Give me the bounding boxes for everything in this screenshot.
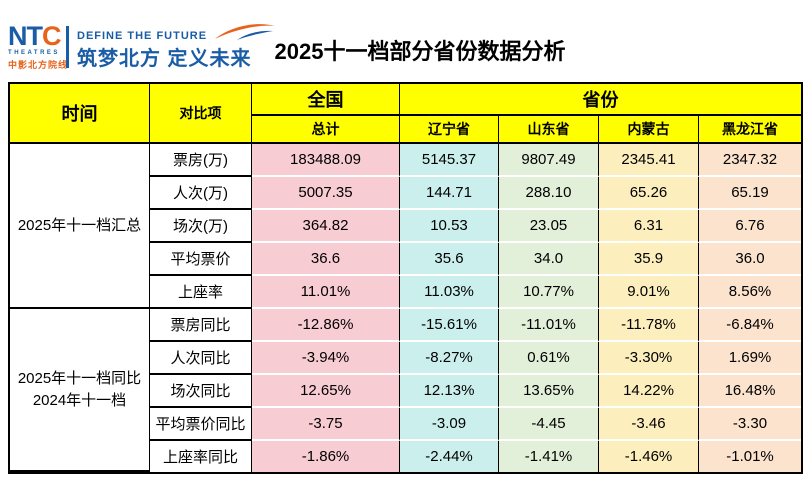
logo-slogans: DEFINE THE FUTURE 筑梦北方 定义未来 bbox=[77, 22, 277, 71]
table-cell: 36.0 bbox=[699, 243, 801, 276]
row-label: 场次同比 bbox=[150, 375, 252, 408]
cinema-chain-name: 中影北方院线 bbox=[8, 59, 69, 70]
column-header-total: 总计 bbox=[252, 116, 400, 144]
theatres-label: THEATRES bbox=[8, 49, 60, 56]
table-cell: 5145.37 bbox=[400, 144, 499, 177]
time-group-yoy-line1: 2025年十一档同比 bbox=[17, 369, 142, 387]
header-metric: 对比项 bbox=[150, 84, 252, 144]
table-cell: -3.46 bbox=[599, 408, 699, 441]
row-label: 票房(万) bbox=[150, 144, 252, 177]
table-cell: 23.05 bbox=[499, 210, 599, 243]
row-label: 人次同比 bbox=[150, 342, 252, 375]
table-cell: 12.13% bbox=[400, 375, 499, 408]
slogan-chinese: 筑梦北方 定义未来 bbox=[77, 48, 252, 70]
table-cell: 0.61% bbox=[499, 342, 599, 375]
table-cell: 6.31 bbox=[599, 210, 699, 243]
time-group-yoy: 2025年十一档同比 2024年十一档 bbox=[10, 309, 150, 472]
table-cell: -2.44% bbox=[400, 441, 499, 472]
table-cell: -3.94% bbox=[252, 342, 400, 375]
table-cell: 6.76 bbox=[699, 210, 801, 243]
row-label: 平均票价 bbox=[150, 243, 252, 276]
column-header-liaoning: 辽宁省 bbox=[400, 116, 499, 144]
row-label: 上座率 bbox=[150, 276, 252, 309]
top-banner: NTC THEATRES 中影北方院线 DEFINE THE FUTURE 筑梦… bbox=[0, 0, 807, 82]
table-cell: -3.75 bbox=[252, 408, 400, 441]
table-cell: 2347.32 bbox=[699, 144, 801, 177]
table-cell: -3.30% bbox=[599, 342, 699, 375]
table-cell: 10.77% bbox=[499, 276, 599, 309]
table-cell: 1.69% bbox=[699, 342, 801, 375]
swoosh-icon bbox=[215, 24, 276, 40]
column-header-heilongjiang: 黑龙江省 bbox=[699, 116, 801, 144]
table-cell: 11.03% bbox=[400, 276, 499, 309]
header-national: 全国 bbox=[252, 84, 400, 116]
table-cell: 183488.09 bbox=[252, 144, 400, 177]
table-cell: -15.61% bbox=[400, 309, 499, 342]
row-label: 上座率同比 bbox=[150, 441, 252, 472]
table-cell: -4.45 bbox=[499, 408, 599, 441]
page-title: 2025十一档部分省份数据分析 bbox=[274, 39, 566, 64]
table-cell: 364.82 bbox=[252, 210, 400, 243]
ntc-letters-blue: NT bbox=[8, 20, 43, 51]
table-cell: -1.46% bbox=[599, 441, 699, 472]
table-cell: -3.09 bbox=[400, 408, 499, 441]
table-cell: 9.01% bbox=[599, 276, 699, 309]
header-time: 时间 bbox=[10, 84, 150, 144]
table-cell: 35.6 bbox=[400, 243, 499, 276]
table-cell: 14.22% bbox=[599, 375, 699, 408]
header-provinces: 省份 bbox=[400, 84, 801, 116]
ntc-letter-red: C bbox=[42, 20, 61, 51]
time-group-summary: 2025年十一档汇总 bbox=[10, 144, 150, 309]
table-cell: 5007.35 bbox=[252, 177, 400, 210]
row-label: 票房同比 bbox=[150, 309, 252, 342]
column-header-neimenggu: 内蒙古 bbox=[599, 116, 699, 144]
table-cell: 8.56% bbox=[699, 276, 801, 309]
table-cell: -11.01% bbox=[499, 309, 599, 342]
table-cell: -3.30 bbox=[699, 408, 801, 441]
table-cell: -1.86% bbox=[252, 441, 400, 472]
table-cell: -6.84% bbox=[699, 309, 801, 342]
table-cell: 9807.49 bbox=[499, 144, 599, 177]
row-label: 人次(万) bbox=[150, 177, 252, 210]
table-cell: 288.10 bbox=[499, 177, 599, 210]
data-table: 时间 对比项 全国 省份 总计 辽宁省 山东省 内蒙古 黑龙江省 2025年十一… bbox=[8, 82, 803, 474]
row-label: 场次(万) bbox=[150, 210, 252, 243]
table-cell: 13.65% bbox=[499, 375, 599, 408]
table-cell: 65.26 bbox=[599, 177, 699, 210]
table-cell: 16.48% bbox=[699, 375, 801, 408]
ntc-logo-mark: NTC THEATRES 中影北方院线 bbox=[8, 20, 69, 71]
slogan-english: DEFINE THE FUTURE bbox=[77, 30, 208, 42]
table-cell: -12.86% bbox=[252, 309, 400, 342]
table-cell: 10.53 bbox=[400, 210, 499, 243]
ntc-logo: NTC THEATRES 中影北方院线 DEFINE THE FUTURE 筑梦… bbox=[8, 22, 277, 71]
row-label: 平均票价同比 bbox=[150, 408, 252, 441]
time-group-yoy-line2: 2024年十一档 bbox=[32, 391, 127, 409]
column-header-shandong: 山东省 bbox=[499, 116, 599, 144]
table-cell: 36.6 bbox=[252, 243, 400, 276]
table-cell: 144.71 bbox=[400, 177, 499, 210]
table-cell: -1.41% bbox=[499, 441, 599, 472]
ntc-wordmark: NTC bbox=[8, 20, 61, 51]
table-cell: 35.9 bbox=[599, 243, 699, 276]
table-cell: 12.65% bbox=[252, 375, 400, 408]
table-cell: 34.0 bbox=[499, 243, 599, 276]
table-cell: -11.78% bbox=[599, 309, 699, 342]
table-cell: 2345.41 bbox=[599, 144, 699, 177]
table-cell: 11.01% bbox=[252, 276, 400, 309]
table-cell: 65.19 bbox=[699, 177, 801, 210]
table-cell: -1.01% bbox=[699, 441, 801, 472]
table-cell: -8.27% bbox=[400, 342, 499, 375]
logo-divider bbox=[66, 25, 69, 68]
